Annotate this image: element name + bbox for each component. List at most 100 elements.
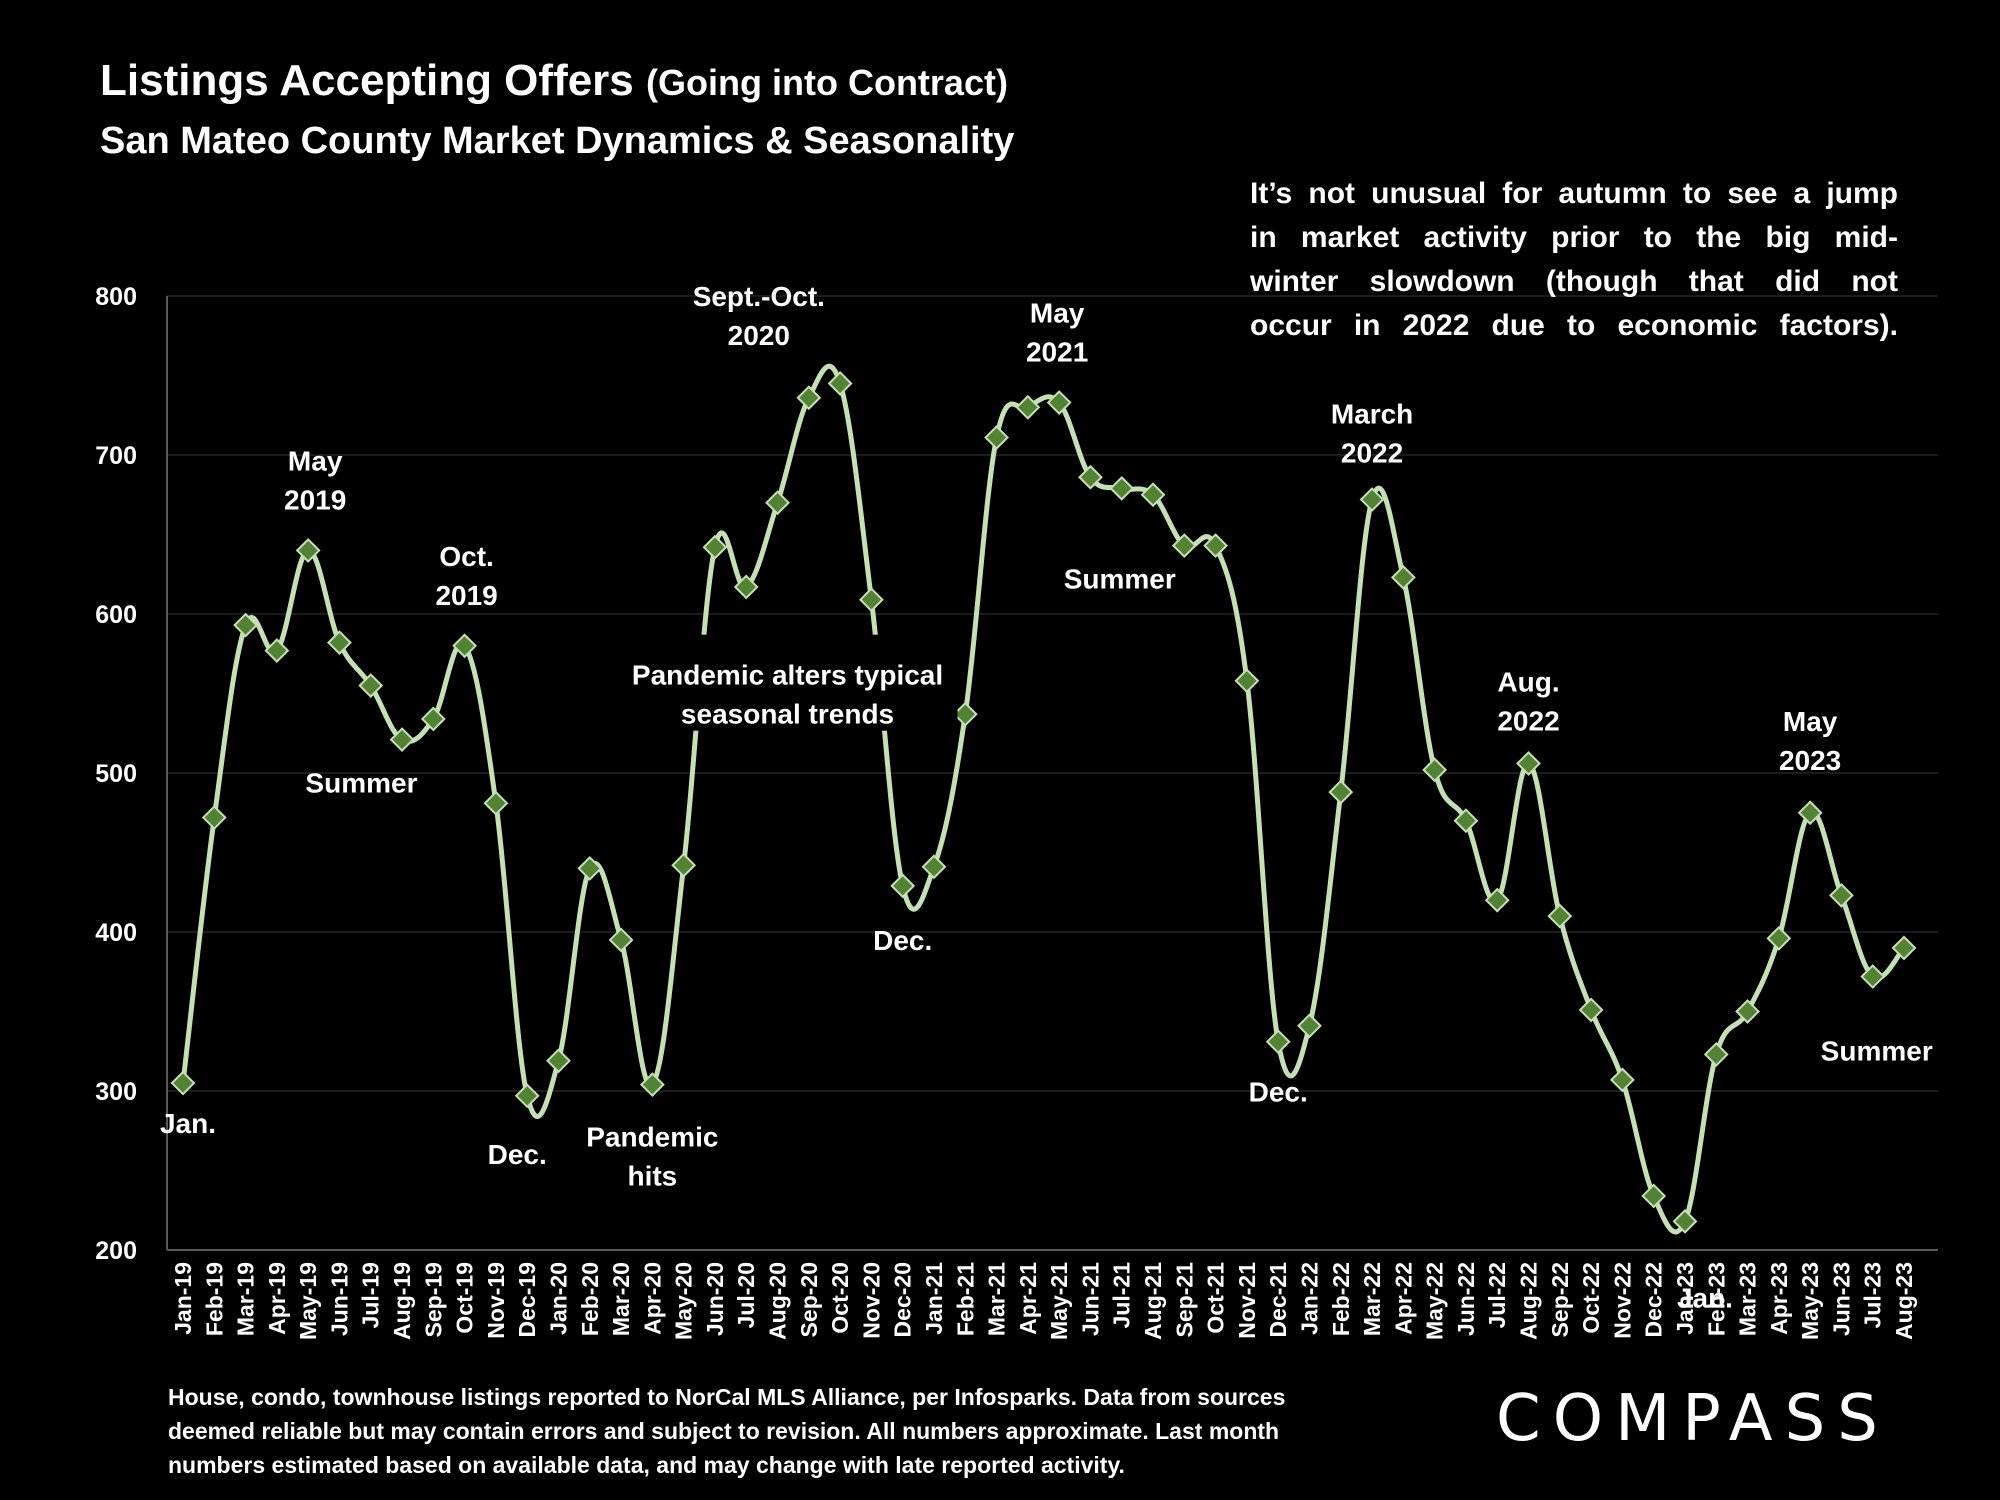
x-tick-label: Feb-20 <box>577 1262 603 1336</box>
data-point-marker <box>1422 757 1448 783</box>
annotation-label: Oct. <box>439 541 493 572</box>
y-tick-label: 200 <box>95 1237 137 1265</box>
data-point-marker <box>1547 903 1573 929</box>
annotation-label: 2023 <box>1779 745 1841 776</box>
x-tick-label: Dec-19 <box>514 1262 540 1337</box>
annotation-backdrop <box>617 634 958 731</box>
annotation-label: Summer <box>1821 1036 1933 1067</box>
annotation-label: Jan. <box>1677 1282 1733 1313</box>
data-point-marker <box>1453 808 1479 834</box>
data-point-marker <box>1516 751 1541 776</box>
annotation-label: seasonal trends <box>681 699 894 730</box>
x-tick-label: Apr-22 <box>1390 1262 1416 1335</box>
note-line: winter slowdown (though that did not <box>1250 265 1898 298</box>
x-tick-label: Jan-21 <box>921 1262 947 1335</box>
annotation-label: 2022 <box>1341 438 1403 469</box>
annotation-label: 2019 <box>284 484 346 515</box>
series-markers <box>170 371 1917 1234</box>
data-point-marker <box>420 706 446 732</box>
y-tick-label: 800 <box>95 283 137 311</box>
data-point-marker <box>1829 883 1854 908</box>
data-point-marker <box>1390 565 1416 590</box>
x-tick-label: Dec-22 <box>1641 1262 1667 1337</box>
data-point-marker <box>546 1048 571 1074</box>
y-tick-label: 600 <box>95 601 137 629</box>
compass-logo: COMPASS <box>1496 1382 1890 1456</box>
data-point-marker <box>1641 1183 1667 1209</box>
chart-subtitle: San Mateo County Market Dynamics & Seaso… <box>100 120 1015 162</box>
data-point-marker <box>608 927 634 953</box>
footnote-line: House, condo, townhouse listings reporte… <box>168 1384 1286 1410</box>
annotation-label: 2022 <box>1497 705 1559 736</box>
x-tick-label: Mar-22 <box>1359 1262 1385 1336</box>
annotation-label: Dec. <box>488 1139 547 1170</box>
x-tick-label: Nov-19 <box>483 1262 509 1339</box>
x-tick-label: Sep-21 <box>1171 1262 1197 1338</box>
note-line: occur in 2022 due to economic factors). <box>1250 309 1898 342</box>
x-tick-label: Aug-19 <box>389 1262 415 1340</box>
x-tick-label: May-23 <box>1797 1262 1823 1340</box>
data-point-marker <box>233 612 258 638</box>
data-point-marker <box>1234 668 1260 694</box>
x-tick-label: Jun-20 <box>702 1262 728 1336</box>
chart-title-sub: (Going into Contract) <box>646 62 1008 103</box>
x-tick-label: Feb-19 <box>201 1262 227 1336</box>
x-tick-label: May-20 <box>671 1262 697 1340</box>
x-tick-label: Feb-22 <box>1328 1262 1354 1336</box>
x-tick-label: Oct-20 <box>827 1262 853 1334</box>
x-tick-label: Aug-23 <box>1891 1262 1917 1340</box>
annotation-label: Pandemic <box>586 1122 718 1153</box>
data-point-marker <box>1860 964 1886 989</box>
data-point-marker <box>952 701 978 727</box>
x-tick-label: Jul-23 <box>1860 1262 1886 1328</box>
data-point-marker <box>1797 800 1823 826</box>
data-point-marker <box>1609 1067 1635 1093</box>
data-point-marker <box>827 371 853 396</box>
x-tick-label: Jul-20 <box>733 1262 759 1328</box>
data-point-marker <box>1359 487 1385 512</box>
data-point-marker <box>1297 1013 1322 1039</box>
data-point-marker <box>1046 390 1072 415</box>
data-point-marker <box>1703 1042 1729 1067</box>
annotation-note: It’s not unusual for autumn to see a jum… <box>1250 172 1898 348</box>
annotation-label: 2019 <box>435 580 497 611</box>
annotation-label: Dec. <box>873 925 932 956</box>
data-point-marker <box>264 638 290 663</box>
data-point-marker <box>702 534 728 560</box>
data-point-marker <box>1672 1208 1698 1234</box>
chart-title: Listings Accepting Offers (Going into Co… <box>100 56 1008 106</box>
x-tick-label: Nov-20 <box>858 1262 884 1339</box>
x-tick-label: Feb-21 <box>952 1262 978 1336</box>
x-tick-label: Jan-23 <box>1672 1262 1698 1335</box>
y-tick-label: 400 <box>95 919 137 947</box>
x-tick-label: Jun-22 <box>1453 1262 1479 1336</box>
data-point-marker <box>170 1070 196 1096</box>
x-tick-label: Jul-22 <box>1484 1262 1510 1328</box>
x-tick-label: Mar-20 <box>608 1262 634 1336</box>
data-point-marker <box>1140 482 1166 508</box>
series-line-group <box>180 363 1906 1235</box>
x-tick-label: Jun-21 <box>1077 1262 1103 1336</box>
data-point-marker <box>389 727 415 753</box>
x-tick-label: Apr-23 <box>1766 1262 1792 1335</box>
source-footnote: House, condo, townhouse listings reporte… <box>168 1380 1285 1482</box>
x-tick-label: Aug-20 <box>765 1262 791 1340</box>
data-point-marker <box>1015 394 1041 420</box>
data-point-marker <box>984 425 1009 450</box>
x-tick-label: Oct-22 <box>1578 1262 1604 1334</box>
x-tick-label: Sep-19 <box>420 1262 446 1337</box>
data-point-marker <box>1203 533 1229 559</box>
annotation-label: Aug. <box>1497 666 1559 697</box>
data-point-marker <box>858 587 884 613</box>
x-tick-label: Sep-22 <box>1547 1262 1573 1337</box>
x-tick-label: May-22 <box>1422 1262 1448 1340</box>
x-tick-label: Apr-20 <box>639 1262 665 1335</box>
annotation-label: May <box>1030 298 1085 329</box>
x-tick-label: Mar-23 <box>1735 1262 1761 1336</box>
x-tick-label: Oct-21 <box>1203 1262 1229 1334</box>
footnote-line: deemed reliable but may contain errors a… <box>168 1418 1280 1444</box>
x-tick-label: Apr-21 <box>1015 1262 1041 1335</box>
x-tick-label: Feb-23 <box>1703 1262 1729 1336</box>
x-tick-label: Mar-19 <box>233 1262 259 1336</box>
